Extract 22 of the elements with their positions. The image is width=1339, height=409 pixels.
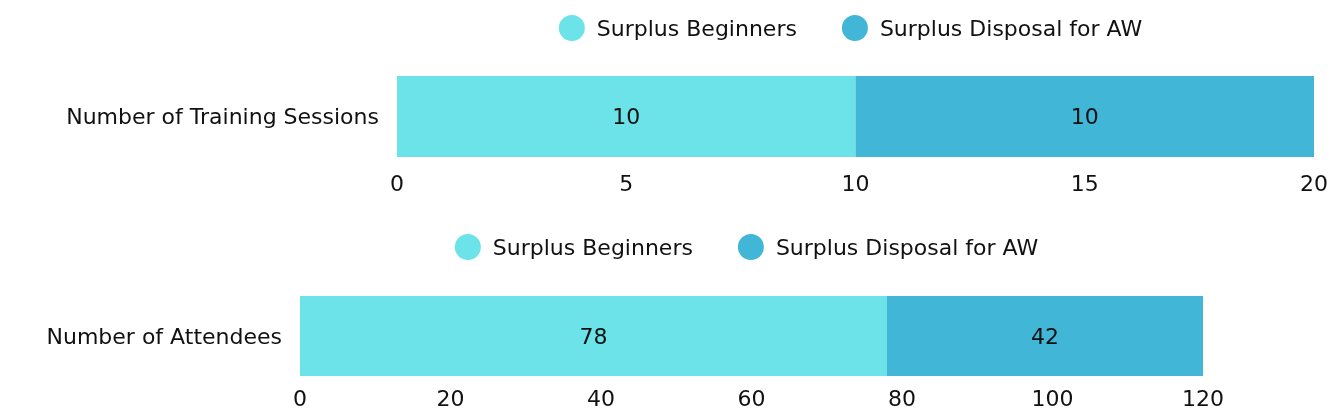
x-tick-label: 0 [390,170,404,196]
legend-label: Surplus Beginners [596,15,797,41]
x-tick-label: 20 [1300,170,1328,196]
data-label: 78 [579,323,608,349]
x-tick-label: 5 [619,170,634,196]
x-tick-label: 80 [888,385,916,409]
x-tick-label: 120 [1182,385,1224,409]
x-tick-label: 60 [737,385,766,409]
x-tick-label: 0 [293,385,307,409]
data-label: 10 [1070,104,1099,130]
x-tick-label: 20 [436,385,465,409]
y-tick-label: Number of Attendees [46,323,282,349]
legend-label: Surplus Disposal for AW [879,15,1143,41]
legend-label: Surplus Beginners [492,234,693,260]
legend-label: Surplus Disposal for AW [775,234,1039,260]
x-tick-label: 10 [841,170,870,196]
x-tick-label: 40 [587,385,615,409]
y-tick-label: Number of Training Sessions [66,104,379,130]
data-label: 10 [612,104,641,130]
x-tick-label: 15 [1070,170,1099,196]
data-label: 42 [1030,323,1059,349]
x-tick-label: 100 [1031,385,1074,409]
